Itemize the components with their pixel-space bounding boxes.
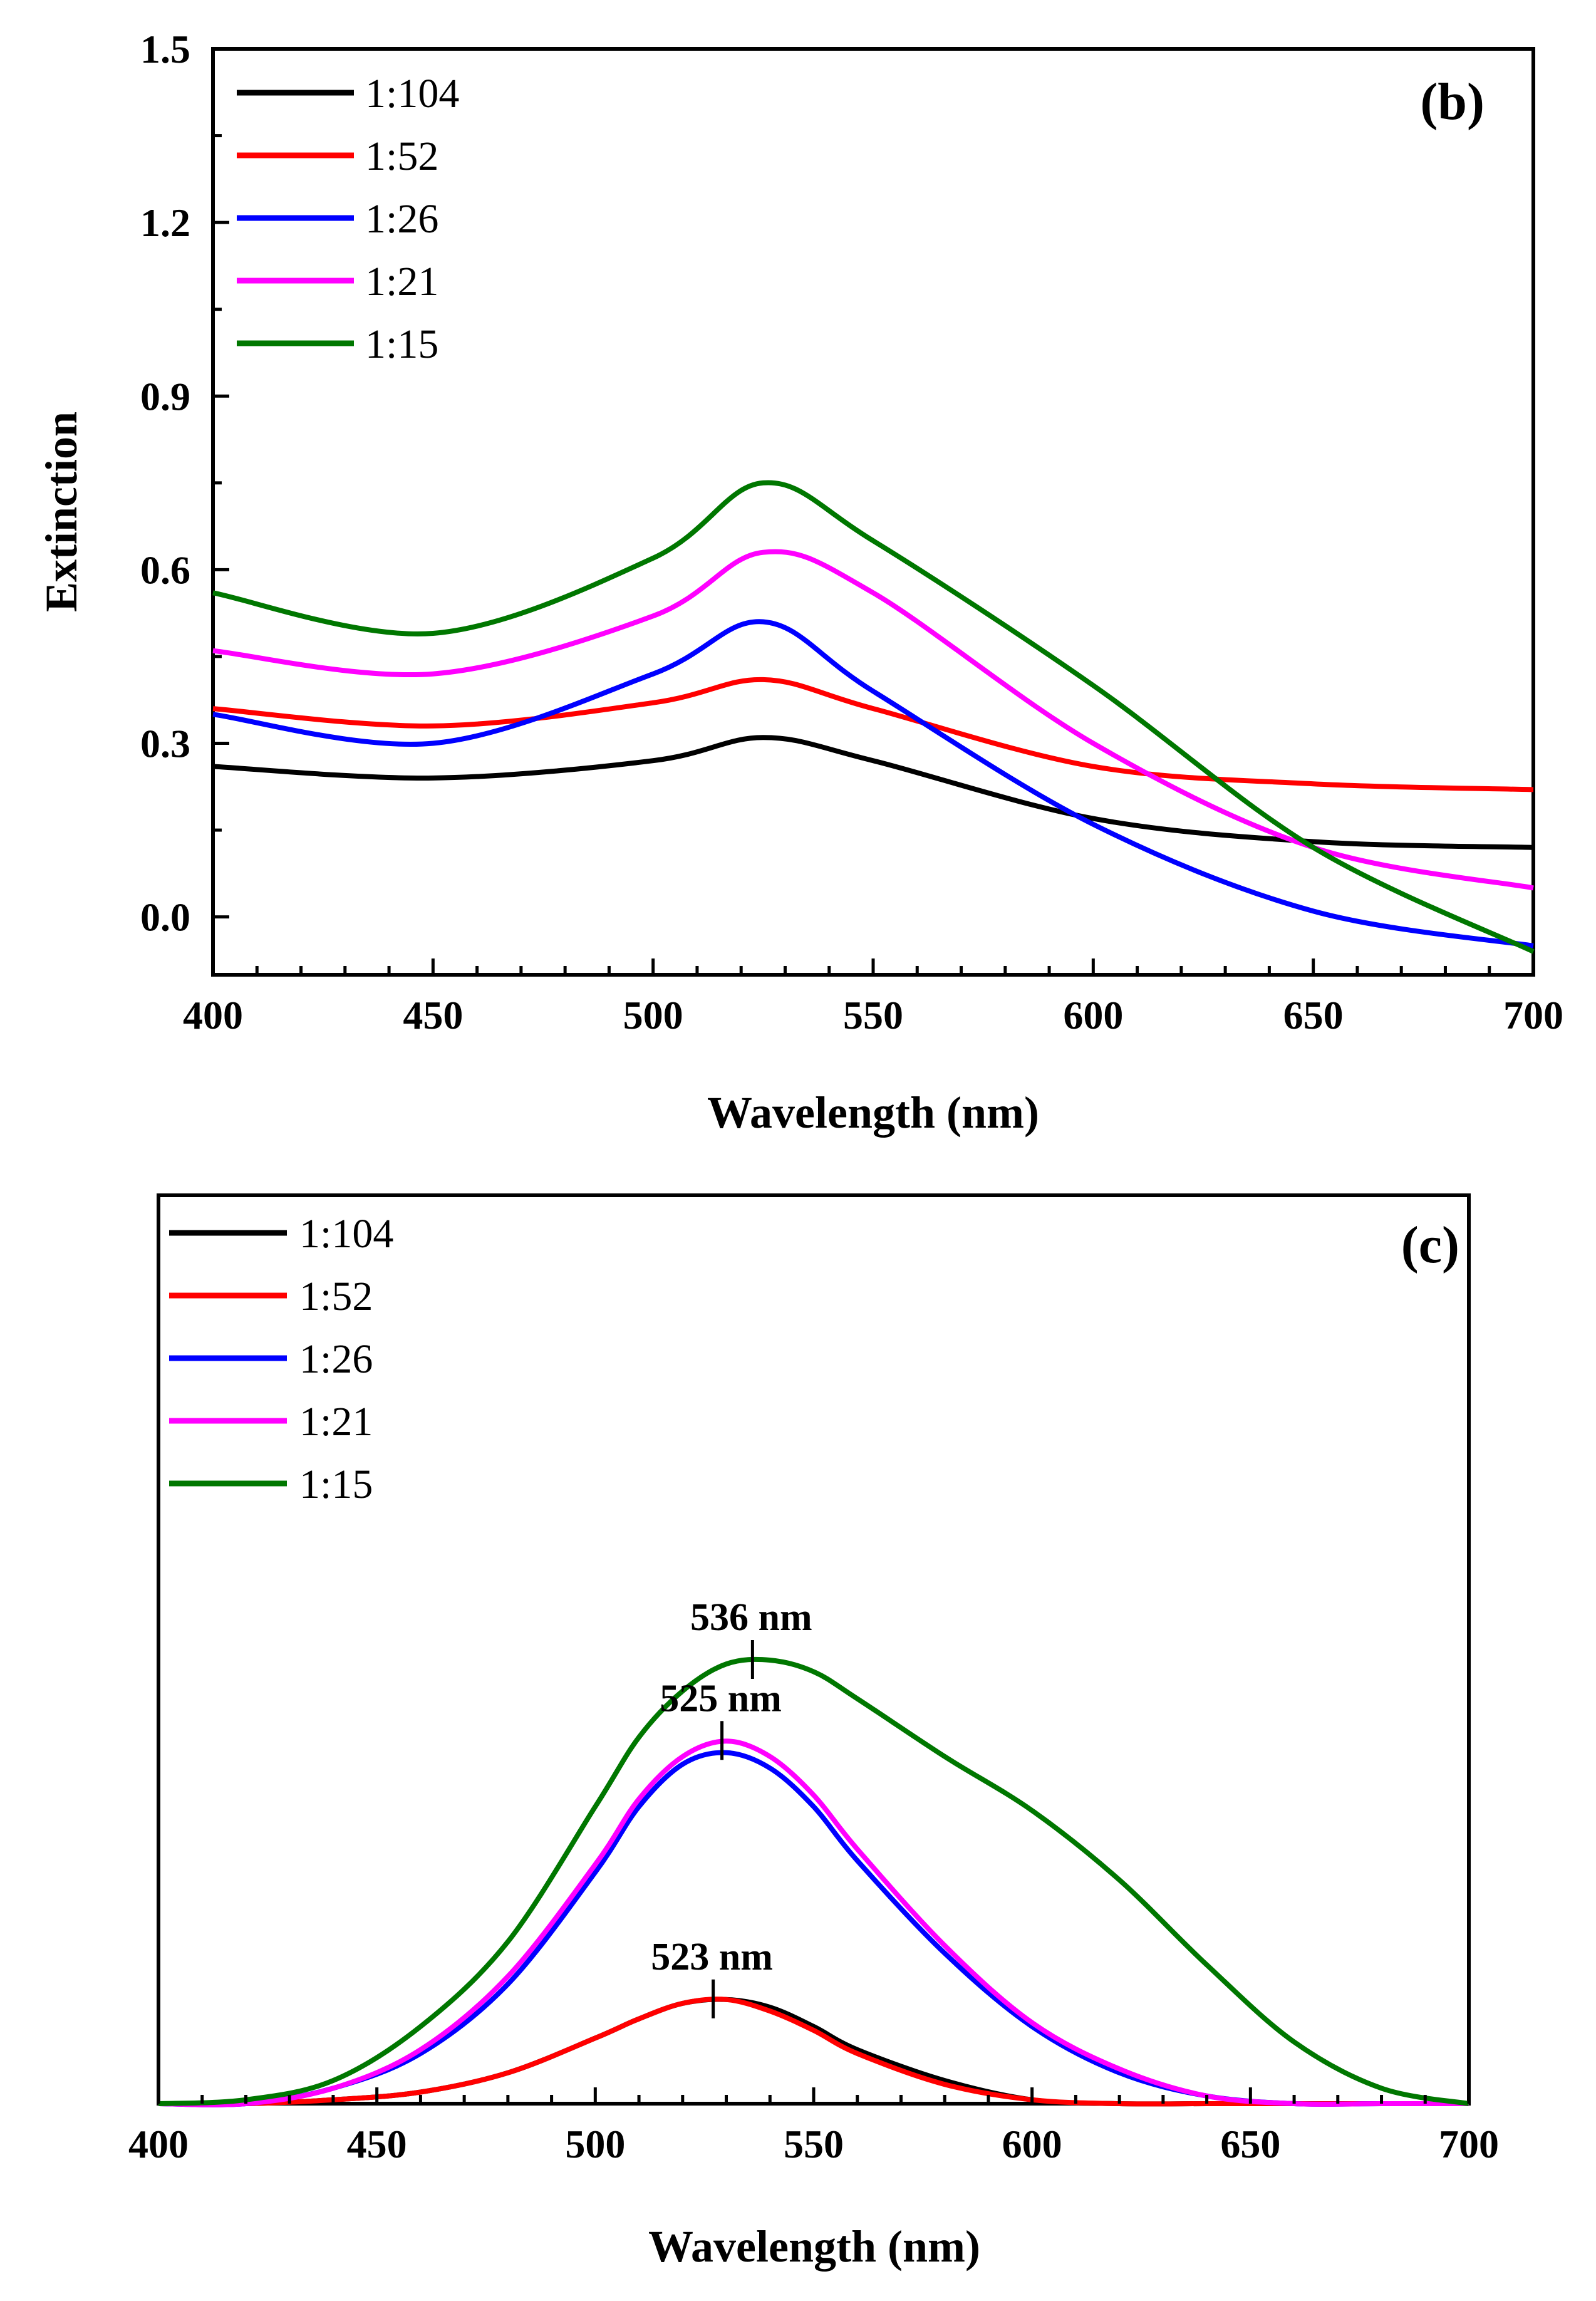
- panel-c-x-axis-title: Wavelength (nm): [648, 2221, 980, 2272]
- panel-c-label: (c): [1401, 1216, 1459, 1274]
- panel-c-series-line-1-15: [158, 1656, 1469, 2106]
- panel-c-x-tick-label: 700: [1439, 2122, 1499, 2166]
- panel-c-legend-label: 1:21: [299, 1399, 373, 1445]
- panel-c-x-tick-label: 500: [565, 2122, 625, 2166]
- panel-b-legend-label: 1:104: [365, 71, 459, 117]
- panel-c-legend-label: 1:15: [299, 1462, 373, 1507]
- panel-b-series-line-1-104: [212, 735, 1534, 850]
- panel-c-x-tick-label: 650: [1220, 2122, 1280, 2166]
- panel-b: 400 450 500 550 600 650 700 0.0 0.3 0.6 0.9 1.2 1.5…: [36, 27, 1563, 1138]
- panel-b-label: (b): [1420, 73, 1485, 131]
- panel-b-legend: 1:104 1:52 1:26 1:21 1:15: [237, 71, 459, 367]
- panel-b-y-tick-label: 0.9: [140, 374, 190, 418]
- panel-c-series-line-1-21: [158, 1738, 1469, 2107]
- panel-b-x-axis-title: Wavelength (nm): [707, 1088, 1039, 1138]
- panel-b-x-tick-label: 450: [403, 993, 463, 1037]
- panel-b-series-line-1-15: [212, 480, 1535, 954]
- panel-c-x-ticks: 400 450 500 550 600 650 700: [128, 2087, 1499, 2166]
- panel-b-series-group: [212, 480, 1535, 954]
- panel-b-series-line-1-21: [212, 549, 1534, 891]
- panel-b-y-ticks: 0.0 0.3 0.6 0.9 1.2 1.5: [140, 27, 229, 940]
- panel-c-legend-label: 1:104: [299, 1211, 393, 1257]
- panel-b-x-tick-label: 600: [1063, 993, 1123, 1037]
- panel-c-frame: [157, 1193, 1471, 2106]
- panel-c-x-tick-label: 450: [347, 2122, 407, 2166]
- panel-c-legend: 1:104 1:52 1:26 1:21 1:15: [169, 1211, 393, 1507]
- panel-c-annotation-label: 525 nm: [660, 1677, 782, 1720]
- panel-b-x-tick-label: 400: [183, 993, 243, 1037]
- panel-b-x-ticks: 400 450 500 550 600 650 700: [183, 958, 1563, 1037]
- panel-c-series-line-1-26: [158, 1750, 1469, 2107]
- panel-c-annotation-label: 536 nm: [690, 1596, 812, 1639]
- panel-c-x-tick-label: 550: [784, 2122, 844, 2166]
- panel-b-x-tick-label: 700: [1503, 993, 1563, 1037]
- panel-b-legend-label: 1:26: [365, 196, 438, 242]
- panel-c-annotation-label: 523 nm: [651, 1936, 773, 1978]
- panel-c-x-tick-label: 400: [128, 2122, 189, 2166]
- panel-b-legend-label: 1:21: [365, 259, 438, 304]
- panel-b-frame: [211, 47, 1535, 977]
- panel-b-x-tick-label: 500: [623, 993, 683, 1037]
- panel-c-legend-label: 1:26: [299, 1336, 373, 1382]
- panel-b-y-tick-label: 0.0: [140, 895, 190, 940]
- panel-b-y-tick-label: 1.5: [140, 27, 190, 71]
- panel-b-legend-label: 1:15: [365, 321, 438, 367]
- panel-c-legend-label: 1:52: [299, 1274, 373, 1319]
- panel-b-x-tick-label: 550: [843, 993, 903, 1037]
- panel-b-y-tick-label: 0.6: [140, 548, 190, 592]
- panel-c: 400 450 500 550 600 650 700 1:1041:521:261:211…: [128, 1193, 1499, 2272]
- panel-c-annotations: 536 nm 525 nm 523 nm: [651, 1596, 812, 2018]
- panel-b-x-tick-label: 650: [1283, 993, 1344, 1037]
- panel-c-x-tick-label: 600: [1002, 2122, 1062, 2166]
- panel-b-series-line-1-26: [212, 619, 1534, 948]
- panel-b-y-tick-label: 0.3: [140, 722, 190, 766]
- panel-b-y-axis-title: Extinction: [36, 412, 86, 612]
- panel-b-series-line-1-52: [212, 677, 1534, 792]
- panel-b-y-tick-label: 1.2: [140, 200, 190, 245]
- panel-b-legend-label: 1:52: [365, 133, 438, 179]
- panel-c-series-line-1-52: [158, 1997, 1469, 2107]
- panel-c-series-group: [158, 1656, 1469, 2107]
